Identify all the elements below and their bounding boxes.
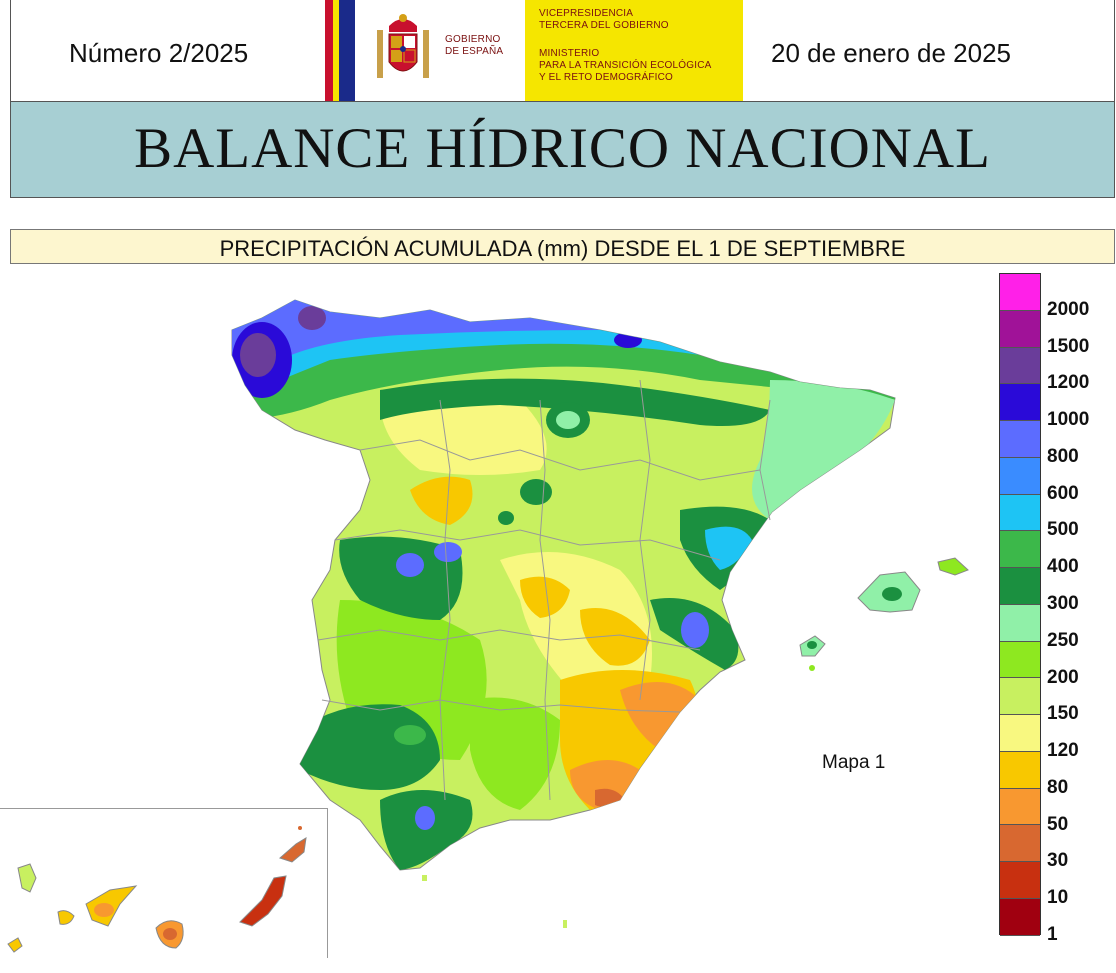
coat-of-arms-icon	[377, 14, 429, 78]
issue-number: Número 2/2025	[69, 38, 249, 68]
ministry-line-5: Y EL RETO DEMOGRÁFICO	[539, 72, 674, 83]
ministry-line-4: PARA LA TRANSICIÓN ECOLÓGICA	[539, 60, 712, 71]
precipitation-map	[7, 299, 969, 953]
legend-label-150: 150	[1047, 703, 1079, 725]
ministry-line-2: TERCERA DEL GOBIERNO	[539, 20, 669, 31]
legend-label-1200: 1200	[1047, 372, 1090, 394]
fuerteventura	[239, 875, 287, 927]
page-title: BALANCE HÍDRICO NACIONAL	[134, 117, 991, 180]
legend-label-600: 600	[1047, 482, 1079, 504]
legend-label-800: 800	[1047, 445, 1079, 467]
legend-label-80: 80	[1047, 776, 1069, 798]
legend-swatch-30	[1000, 825, 1040, 863]
legend-swatch-800	[1000, 421, 1040, 458]
government-logo: GOBIERNO DE ESPAÑA VICEPRESIDENCIA TERCE…	[325, 0, 743, 101]
subtitle-band: PRECIPITACIÓN ACUMULADA (mm) DESDE EL 1 …	[10, 229, 1115, 264]
canary-islands-inset	[0, 808, 328, 958]
legend-label-120: 120	[1047, 740, 1079, 762]
la-palma	[17, 863, 37, 893]
map-number-label: Mapa 1	[822, 752, 886, 773]
lanzarote	[279, 837, 307, 863]
legend-label-200: 200	[1047, 666, 1079, 688]
legend-label-30: 30	[1047, 850, 1069, 872]
legend-swatch-300	[1000, 568, 1040, 605]
legend-swatch-250	[1000, 604, 1040, 642]
la-gomera	[57, 910, 75, 925]
map-subtitle: PRECIPITACIÓN ACUMULADA (mm) DESDE EL 1 …	[219, 236, 906, 261]
ministry-line-3: MINISTERIO	[539, 48, 600, 59]
legend-label-400: 400	[1047, 556, 1079, 578]
province-borders	[317, 379, 771, 801]
legend-label-250: 250	[1047, 629, 1079, 651]
el-hierro	[7, 937, 23, 953]
legend-swatch-1500	[1000, 310, 1040, 348]
legend-swatch-2000	[1000, 274, 1040, 311]
legend-label-50: 50	[1047, 813, 1069, 835]
legend-swatch-200	[1000, 641, 1040, 679]
legend-swatch-50	[1000, 788, 1040, 826]
legend-swatch-600	[1000, 457, 1040, 495]
legend-label-1000: 1000	[1047, 409, 1090, 431]
title-band: BALANCE HÍDRICO NACIONAL	[10, 101, 1115, 198]
legend-swatch-1000	[1000, 384, 1040, 422]
legend-label-1500: 1500	[1047, 335, 1090, 357]
legend-swatch-400	[1000, 531, 1040, 569]
gov-label-line-2: DE ESPAÑA	[445, 46, 504, 57]
legend-label-2000: 2000	[1047, 298, 1090, 320]
legend-swatch-10	[1000, 862, 1040, 900]
legend-swatch-150	[1000, 678, 1040, 716]
menorca	[937, 557, 969, 576]
precipitation-legend	[999, 273, 1041, 936]
legend-label-10: 10	[1047, 887, 1069, 909]
ministry-line-1: VICEPRESIDENCIA	[539, 8, 634, 19]
legend-label-300: 300	[1047, 593, 1079, 614]
legend-swatch-500	[1000, 494, 1040, 532]
gov-label-line-1: GOBIERNO	[445, 34, 501, 45]
legend-label-1: 1	[1047, 924, 1058, 945]
legend-swatch-120	[1000, 715, 1040, 752]
issue-date: 20 de enero de 2025	[771, 38, 1011, 68]
legend-swatch-1200	[1000, 347, 1040, 385]
legend-swatch-80	[1000, 751, 1040, 789]
legend-label-500: 500	[1047, 519, 1079, 541]
legend-swatch-1	[1000, 899, 1040, 936]
